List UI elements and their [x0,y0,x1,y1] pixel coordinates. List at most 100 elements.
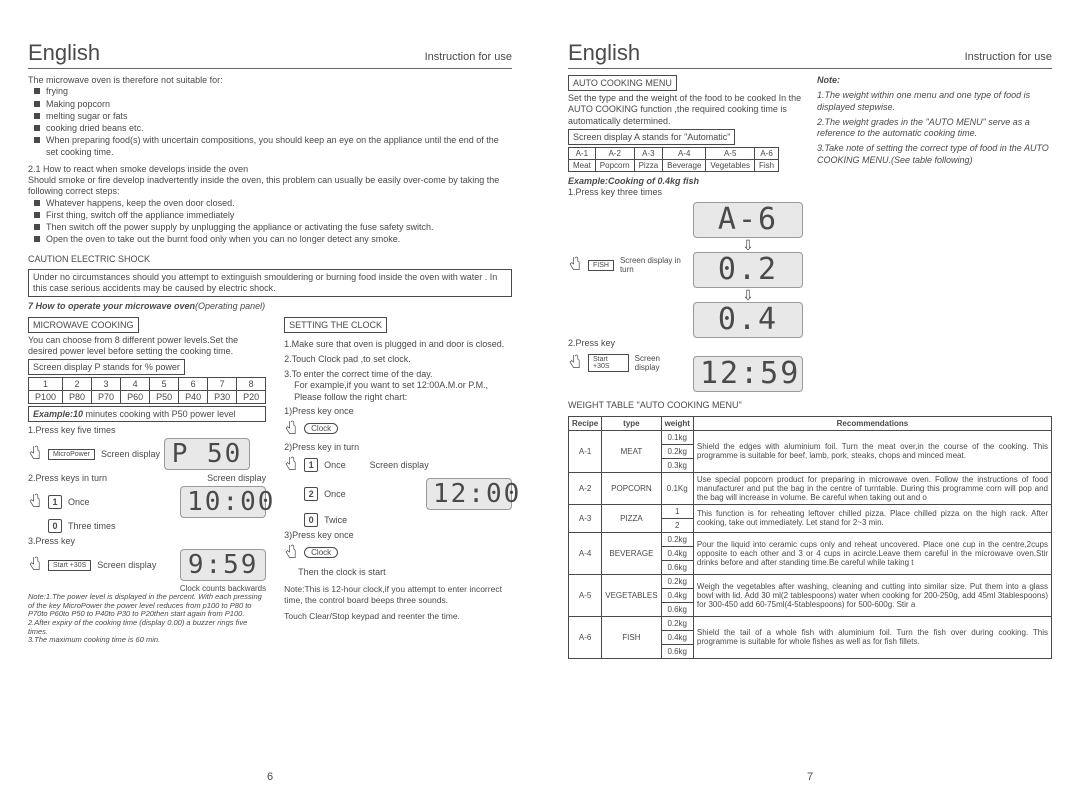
lcd-display: 9:59 [180,549,266,581]
hand-icon [28,492,42,512]
power-table: 12345678P100P80P70P60P50P40P30P20 [28,377,266,404]
lang-label: English [28,40,100,66]
smoke-para: Should smoke or fire develop inadvertent… [28,175,512,198]
microwave-heading: MICROWAVE COOKING [28,317,139,333]
clock-press2: 2)Press key in turn [284,442,359,452]
smoke-steps: Whatever happens, keep the oven door clo… [34,198,512,246]
lcd-stack: A-6 ⇩ 0.2 ⇩ 0.4 12:59 [693,202,803,392]
clock-note2: Touch Clear/Stop keypad and reenter the … [284,611,512,622]
auto-table: A-1A-2A-3A-4A-5A-6MeatPopcornPizzaBevera… [568,147,779,172]
auto-display-box: Screen display A stands for "Automatic" [568,129,735,145]
note-3: 3.Take note of setting the correct type … [817,143,1052,166]
key-1[interactable]: 1 [48,495,62,509]
clock-button[interactable]: Clock [304,547,338,558]
twice-label: Twice [324,515,347,525]
example-heading: Example:Cooking of 0.4kg fish [568,176,803,187]
clock-col: SETTING THE CLOCK 1.Make sure that oven … [284,317,512,645]
screen-display-label: Screen display [97,560,156,570]
lcd-display: A-6 [693,202,803,238]
screen-display-label: Screen display [370,460,429,470]
caution-text: Under no circumstances should you attemp… [33,272,507,295]
auto-heading: AUTO COOKING MENU [568,75,677,91]
clock-start: Then the clock is start [298,567,512,578]
note2: 2.After expiry of the cooking time (disp… [28,619,266,636]
arrow-down-icon: ⇩ [693,238,803,252]
lcd-display: 12:00 [426,478,512,510]
hand-icon [284,455,298,475]
note-heading: Note: [817,75,1052,86]
auto-step2: 2.Press key [568,338,683,349]
instruction-label: Instruction for use [965,51,1052,63]
example-box: Example:10 minutes cooking with P50 powe… [28,406,266,422]
in-turn-label: Screen display in turn [620,256,683,274]
caution-heading: CAUTION ELECTRIC SHOCK [28,254,512,265]
once-label: Once [324,460,346,470]
page-left: English Instruction for use The microwav… [0,0,540,793]
note1: Note:1.The power level is displayed in t… [28,593,266,619]
step1: 1.Press key five times [28,425,266,435]
auto-step1: 1.Press key three times [568,187,803,198]
note3: 3.The maximum cooking time is 60 min. [28,636,266,645]
screen-display-label: Screen display [207,473,266,483]
hand-icon [284,543,298,563]
lcd-display: 0.4 [693,302,803,338]
lcd-display: 12:59 [693,356,803,392]
lang-label: English [568,40,640,66]
note-1: 1.The weight within one menu and one typ… [817,90,1052,113]
clock-note: Note:This is 12-hour clock,if you attemp… [284,584,512,605]
page-number: 6 [267,771,273,783]
smoke-heading: 2.1 How to react when smoke develops ins… [28,164,512,175]
clock-press1: 1)Press key once [284,406,354,416]
clock-button[interactable]: Clock [304,423,338,434]
caution-box: Under no circumstances should you attemp… [28,269,512,298]
lcd-display: 10:00 [180,486,266,518]
lcd-display: P 50 [164,438,250,470]
hand-icon [28,444,42,464]
fish-button[interactable]: FISH [588,260,614,271]
operate-heading: 7 How to operate your microwave oven(Ope… [28,301,512,312]
note-2: 2.The weight grades in the "AUTO MENU" s… [817,117,1052,140]
arrow-down-icon: ⇩ [693,288,803,302]
hand-icon [28,555,42,575]
clock-step2: 2.Touch Clock pad ,to set clock. [284,354,512,365]
instruction-label: Instruction for use [425,51,512,63]
clock-heading: SETTING THE CLOCK [284,317,387,333]
once-label: Once [324,489,346,499]
auto-notes: Note: 1.The weight within one menu and o… [817,75,1052,392]
clock-step3: 3.To enter the correct time of the day. [284,369,512,380]
weight-table-heading: WEIGHT TABLE "AUTO COOKING MENU" [568,400,1052,411]
three-label: Three times [68,521,116,531]
page-header: English Instruction for use [28,40,512,69]
weight-table: RecipetypeweightRecommendationsA-1MEAT0.… [568,416,1052,659]
microwave-para: You can choose from 8 different power le… [28,335,266,358]
hand-icon [568,353,582,373]
two-columns: MICROWAVE COOKING You can choose from 8 … [28,317,512,645]
intro-text: The microwave oven is therefore not suit… [28,75,512,86]
page-number: 7 [807,771,813,783]
key-1[interactable]: 1 [304,458,318,472]
clock-press3: 3)Press key once [284,530,354,540]
once-label: Once [68,497,90,507]
clock-step1: 1.Make sure that oven is plugged in and … [284,339,512,350]
page-header: English Instruction for use [568,40,1052,69]
step3: 3.Press key [28,536,75,546]
unsuitable-list: fryingMaking popcornmelting sugar or fat… [34,86,512,158]
start-button[interactable]: Start +30S [588,354,629,372]
clock-step3b: For example,if you want to set 12:00A.M.… [294,380,512,403]
auto-left: AUTO COOKING MENU Set the type and the w… [568,75,803,392]
page-right: English Instruction for use AUTO COOKING… [540,0,1080,793]
key-0[interactable]: 0 [304,513,318,527]
screen-display-label: Screen display [101,449,160,459]
key-0[interactable]: 0 [48,519,62,533]
screen-display-label: Screen display [635,354,683,372]
auto-para: Set the type and the weight of the food … [568,93,803,127]
hand-icon [284,419,298,439]
micropower-button[interactable]: MicroPower [48,449,95,460]
start-button[interactable]: Start +30S [48,560,91,571]
key-2[interactable]: 2 [304,487,318,501]
hand-icon [568,255,582,275]
microwave-col: MICROWAVE COOKING You can choose from 8 … [28,317,266,645]
power-display-box: Screen display P stands for % power [28,359,185,375]
step2: 2.Press keys in turn [28,473,107,483]
lcd-display: 0.2 [693,252,803,288]
